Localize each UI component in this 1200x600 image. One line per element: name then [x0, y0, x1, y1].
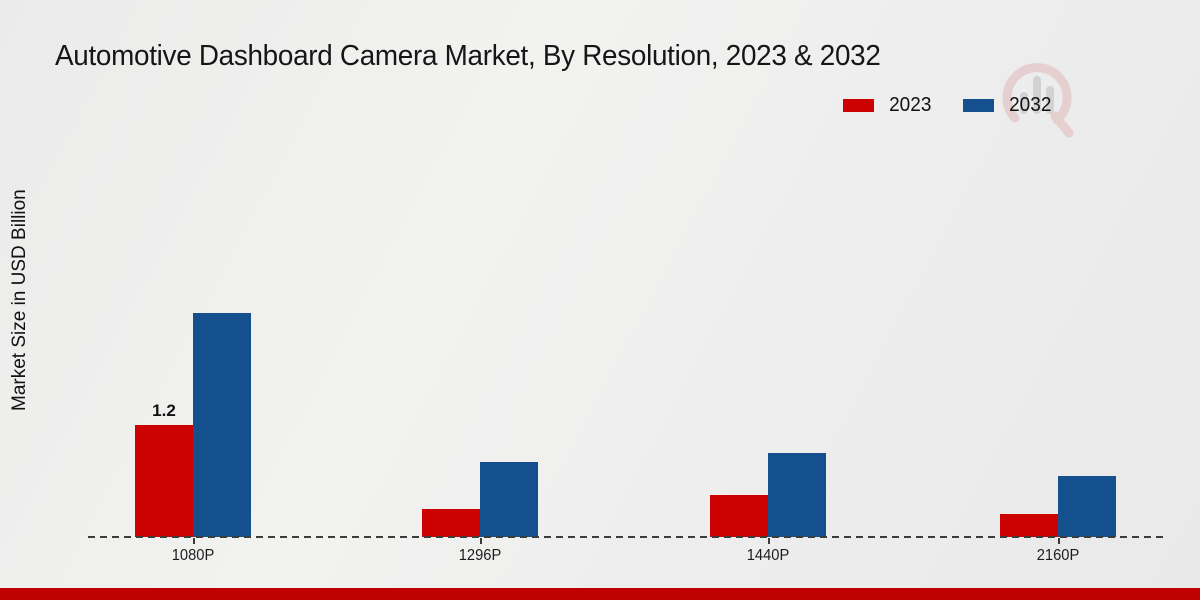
legend-swatch-2023	[843, 99, 874, 112]
legend-label-2032: 2032	[1008, 94, 1051, 116]
legend-item-2032: 2032	[962, 94, 1053, 117]
x-axis-tick-1296P	[480, 538, 482, 544]
x-axis-label-1080P: 1080P	[171, 547, 215, 564]
bar-2032-1440P	[768, 453, 826, 537]
legend: 2023 2032	[843, 94, 1052, 117]
x-axis-tick-2160P	[1058, 538, 1060, 544]
bar-value-label-2023-1080P: 1.2	[152, 401, 176, 420]
bar-2023-1080P	[135, 425, 193, 537]
x-axis-label-1440P: 1440P	[746, 547, 790, 564]
x-axis-baseline	[88, 536, 1164, 538]
bar-2032-1080P	[193, 313, 251, 537]
chart-title: Automotive Dashboard Camera Market, By R…	[55, 40, 881, 72]
legend-label-2023: 2023	[889, 94, 932, 116]
bar-2032-2160P	[1058, 476, 1116, 537]
bar-2032-1296P	[480, 462, 538, 537]
x-axis-label-2160P: 2160P	[1036, 547, 1080, 564]
bar-2023-2160P	[1000, 514, 1058, 537]
x-axis-tick-1080P	[193, 538, 195, 544]
footer-accent-bar	[0, 588, 1200, 600]
bar-2023-1296P	[422, 509, 480, 537]
legend-swatch-2032	[962, 99, 994, 112]
x-axis-tick-1440P	[768, 538, 770, 544]
legend-item-2023: 2023	[843, 94, 933, 117]
x-axis-label-1296P: 1296P	[458, 547, 502, 564]
bar-2023-1440P	[710, 495, 768, 537]
market-research-logo-watermark-icon	[1002, 63, 1074, 138]
